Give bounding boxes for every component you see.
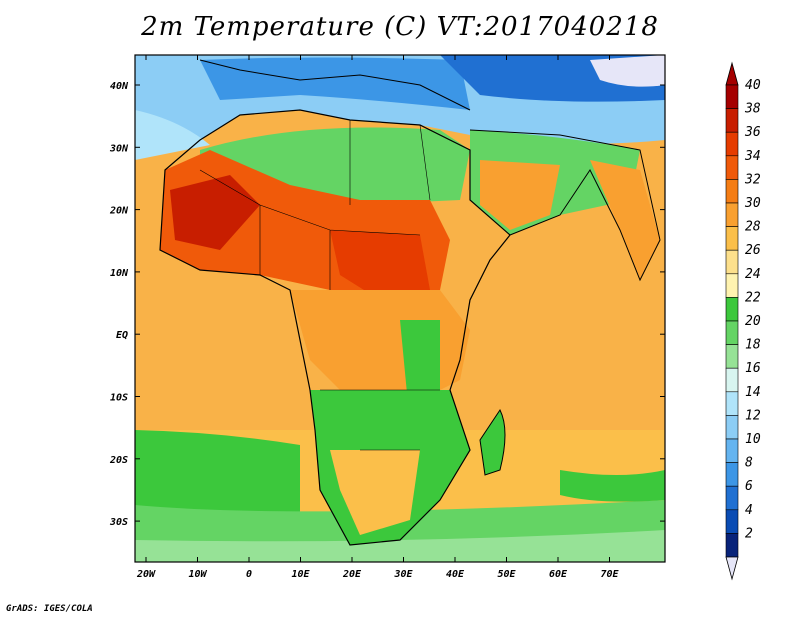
mountain-cold: [590, 55, 665, 87]
lon-tick-label: 30E: [393, 569, 413, 580]
colorbar-swatch: [725, 533, 739, 558]
colorbar-label: 2: [745, 526, 753, 541]
colorbar-label: 8: [745, 456, 753, 471]
colorbar-label: 20: [745, 314, 761, 329]
colorbar-swatch: [725, 273, 739, 298]
colorbar-label: 16: [745, 361, 761, 376]
colorbar-label: 18: [745, 338, 761, 353]
lon-tick-label: 50E: [497, 569, 516, 580]
lon-tick-label: 60E: [549, 569, 568, 580]
colorbar-label: 36: [744, 125, 761, 140]
colorbar-label: 26: [745, 243, 761, 258]
lat-tick-label: 10N: [110, 268, 129, 279]
kalahari-warm: [330, 450, 420, 535]
colorbar-swatch: [725, 131, 739, 157]
asia-coastline: [469, 129, 661, 282]
colorbar-label: 4: [745, 503, 753, 518]
colorbar-label: 32: [744, 172, 761, 187]
colorbar-swatch: [725, 485, 739, 511]
central-sahel-hot: [330, 230, 430, 300]
colorbar-swatch: [725, 320, 739, 345]
longitude-axis: 20W 10W 0 10E 20E 30E 40E 50E 60E 70E: [136, 55, 620, 580]
lon-tick-label: 40E: [446, 569, 465, 580]
lon-tick-label: 70E: [600, 569, 619, 580]
lon-tick-label: 10W: [188, 569, 207, 580]
lat-tick-label: EQ: [116, 330, 128, 341]
colorbar-label: 22: [745, 290, 761, 305]
africa-coastline: [159, 109, 511, 546]
colorbar-swatch: [725, 202, 739, 227]
colorbar-swatch: [725, 462, 739, 487]
colorbar-label: 38: [744, 102, 761, 117]
lon-tick-label: 10E: [291, 569, 310, 580]
map-title: 2m Temperature (C) VT:2017040218: [141, 12, 659, 42]
colorbar-swatch: [725, 249, 739, 275]
south-indian-cool: [560, 470, 665, 502]
lon-tick-label: 20E: [342, 569, 362, 580]
arabia-warm: [480, 160, 560, 230]
colorbar-label: 14: [745, 385, 761, 400]
madagascar-coast: [479, 409, 506, 476]
colorbar-swatch: [725, 415, 739, 440]
south-atlantic-cool: [135, 430, 300, 520]
lat-tick-label: 30S: [109, 517, 128, 528]
colorbar-max-cap: [725, 61, 739, 86]
colorbar-swatch: [725, 108, 739, 133]
map-frame: [134, 54, 666, 563]
latitude-axis: 40N 30N 20N 10N EQ 10S 20S 30S: [109, 81, 665, 528]
colorbar-label: 30: [744, 196, 761, 211]
lon-tick-label: 20W: [136, 569, 156, 580]
europe-coastline: [199, 59, 471, 111]
colorbar-swatch: [725, 509, 739, 534]
lat-tick-label: 20N: [109, 206, 129, 217]
colorbar: 40 38 36 34 32 30 28 26 24 22 20 18 16 14 12 10 8 6 4 2: [725, 61, 761, 581]
colorbar-label: 28: [745, 220, 761, 235]
colorbar-label: 10: [745, 432, 761, 447]
lon-tick-label: 0: [246, 569, 252, 580]
southern-ocean-cold: [135, 530, 665, 562]
colorbar-label: 40: [745, 78, 761, 93]
colorbar-label: 34: [744, 149, 761, 164]
lat-tick-label: 30N: [109, 143, 129, 154]
colorbar-min-cap: [725, 556, 739, 581]
colorbar-swatch: [725, 155, 739, 180]
map-field: [135, 55, 665, 562]
europe-cold: [200, 57, 470, 110]
colorbar-swatch: [725, 84, 739, 109]
colorbar-swatch: [725, 226, 739, 251]
colorbar-label: 12: [745, 408, 761, 423]
lat-tick-label: 40N: [110, 81, 129, 92]
colorbar-swatch: [725, 367, 739, 393]
colorbar-swatch: [725, 297, 739, 322]
grads-credit: GrADS: IGES/COLA: [6, 604, 93, 614]
madagascar: [480, 410, 505, 475]
lat-tick-label: 10S: [110, 393, 128, 404]
colorbar-swatch: [725, 344, 739, 369]
india-land: [590, 160, 660, 280]
colorbar-swatch: [725, 391, 739, 416]
lat-tick-label: 20S: [109, 455, 128, 466]
colorbar-swatch: [725, 179, 739, 204]
west-africa-hottest: [170, 175, 260, 250]
country-borders: [199, 120, 440, 451]
colorbar-label: 24: [745, 267, 761, 282]
colorbar-swatch: [725, 438, 739, 463]
colorbar-label: 6: [745, 479, 753, 494]
